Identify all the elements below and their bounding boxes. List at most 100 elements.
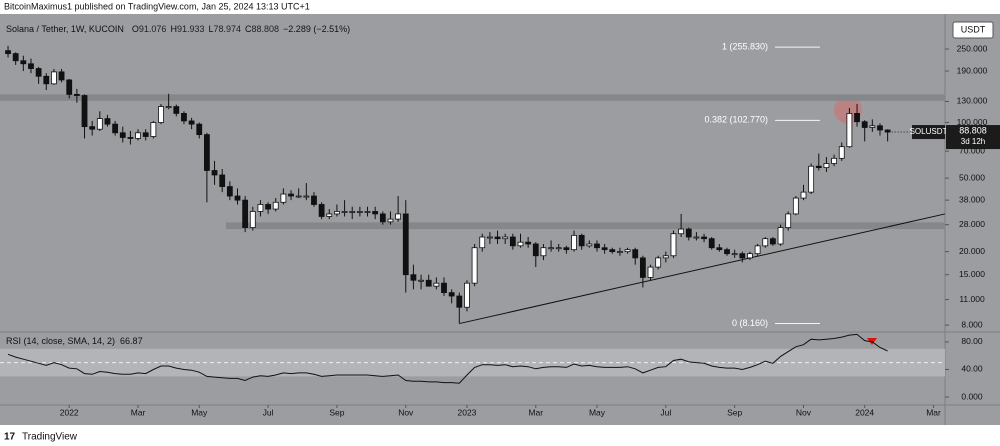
candle-body [617, 251, 623, 254]
candle-body [594, 243, 600, 249]
candle-body [724, 249, 730, 255]
y-tick-label: 8.000 [961, 319, 983, 329]
x-tick-label: Mar [528, 407, 543, 417]
countdown: 3d 12h [961, 137, 985, 146]
candle-body [838, 146, 845, 159]
legend-value: 91.933 [177, 24, 205, 34]
rsi-tick-label: 0.000 [961, 391, 983, 401]
candle-body [135, 132, 141, 139]
candle-body [487, 236, 493, 239]
candle-body [35, 68, 42, 77]
currency: USDT [961, 24, 986, 34]
candle-body [739, 253, 746, 259]
x-tick-label: Nov [398, 407, 414, 417]
rsi-value: 66.87 [120, 336, 143, 346]
y-tick-label: 100.000 [957, 117, 988, 127]
candle-body [770, 238, 776, 245]
y-tick-label: 50.000 [959, 172, 985, 182]
candle-body [548, 247, 554, 250]
price-box [946, 125, 1000, 150]
candle-body [754, 245, 761, 255]
candle-body [601, 247, 608, 251]
rsi-tick-label: 40.00 [961, 364, 983, 374]
candle-body [58, 71, 65, 81]
candle-body [356, 211, 363, 213]
candle-body [502, 236, 509, 240]
candle-body [678, 228, 685, 235]
y-tick-label: 15.000 [959, 269, 985, 279]
candle-body [701, 236, 707, 240]
candle-body [104, 118, 111, 125]
candle-body [639, 257, 646, 278]
candle-body [226, 186, 233, 197]
candle-body [234, 195, 241, 201]
x-tick-label: Mar [926, 407, 941, 417]
legend-key: O [132, 24, 139, 34]
candle-body [5, 50, 11, 55]
candle-body [815, 165, 822, 169]
candle-body [158, 106, 164, 123]
rsi-legend: RSI (14, close, SMA, 14, 2) 66.87 [6, 336, 143, 346]
footer-icon: 17 [4, 432, 16, 443]
symbol-box [912, 125, 945, 140]
candle-body [112, 123, 119, 134]
x-tick-label: Mar [131, 407, 146, 417]
candle-body [173, 106, 180, 114]
candle-body [379, 213, 386, 223]
candle-body [127, 137, 134, 139]
candle-body [73, 93, 80, 96]
rsi-tick-label: 80.00 [961, 336, 983, 346]
candle-body [540, 247, 547, 257]
candle-body [586, 243, 593, 247]
rsi-label: RSI (14, close, SMA, 14, 2) [6, 336, 115, 346]
legend-key: C [245, 24, 252, 34]
candle-body [471, 247, 478, 284]
candle-body [272, 201, 279, 210]
candle-body [647, 266, 654, 278]
candle-body [532, 243, 539, 257]
candle-body [517, 241, 524, 247]
legend-value: 88.808 [252, 24, 280, 34]
x-tick-label: Sep [329, 407, 344, 417]
candle-body [326, 213, 333, 217]
candle-body [448, 292, 455, 297]
candle-body [142, 132, 149, 137]
candle-body [555, 247, 562, 250]
legend-key: L [208, 24, 213, 34]
price-zone [0, 94, 945, 101]
candle-body [219, 174, 226, 187]
candle-body [249, 211, 256, 228]
candle-body [311, 195, 317, 205]
legend-value: 91.076 [139, 24, 167, 34]
candle-body [525, 241, 532, 245]
candle-body [265, 204, 271, 210]
candle-body [318, 204, 325, 217]
candle-body [884, 129, 891, 133]
legend: Solana / Tether, 1W, KUCOIN O91.076 H91.93… [6, 24, 350, 34]
symbol-title: Solana / Tether, 1W, KUCOIN [6, 24, 124, 34]
candle-body [662, 255, 669, 259]
candle-body [28, 63, 34, 69]
candle-body [188, 120, 195, 125]
candle-body [785, 213, 792, 228]
legend-value: 78.974 [213, 24, 241, 34]
candle-body [81, 95, 88, 128]
y-tick-label: 250.000 [957, 43, 988, 53]
x-tick-label: Sep [727, 407, 742, 417]
rsi-line [7, 333, 888, 384]
candle-body [349, 211, 356, 213]
candle-body [12, 53, 19, 62]
y-tick-label: 190.000 [957, 65, 988, 75]
x-tick-label: 2024 [855, 407, 874, 417]
candle-body [509, 236, 516, 247]
y-tick-label: 20.000 [959, 246, 985, 256]
candle-body [808, 165, 815, 193]
y-tick-label: 130.000 [957, 96, 988, 106]
candle-body [20, 60, 27, 65]
candle-body [96, 118, 103, 130]
publisher: BitcoinMaximus1 published on TradingView… [4, 1, 310, 11]
candle-body [203, 134, 210, 171]
candle-body [693, 236, 700, 239]
x-tick-label: 2022 [60, 407, 79, 417]
candle-body [303, 195, 310, 198]
